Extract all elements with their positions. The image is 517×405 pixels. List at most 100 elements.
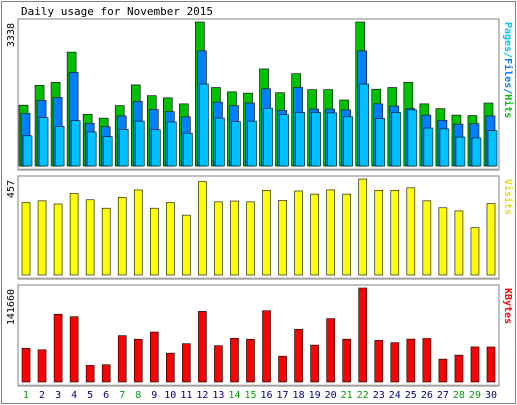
x-tick-label-day-11: 11 <box>180 390 192 401</box>
bar-visits-day-29 <box>470 227 480 276</box>
y-axis-label-part: Pages/ <box>502 22 513 58</box>
bar-visits-day-3 <box>53 203 63 276</box>
bar-visits-day-26 <box>422 200 432 276</box>
bar-visits-day-17 <box>278 200 287 276</box>
bar-pages-day-4 <box>70 120 81 167</box>
bar-visits-day-10 <box>166 202 175 276</box>
bar-visits-day-1 <box>21 202 31 276</box>
x-tick-label-day-27: 27 <box>437 390 449 401</box>
bar-visits-day-9 <box>149 207 159 276</box>
bar-kbytes-day-13 <box>214 345 223 383</box>
bar-visits-day-15 <box>246 201 255 276</box>
bar-kbytes-day-15 <box>246 338 255 383</box>
x-tick-label-day-18: 18 <box>293 390 305 401</box>
x-tick-label-day-4: 4 <box>71 390 77 401</box>
bar-visits-day-28 <box>454 210 464 276</box>
bar-pages-day-3 <box>54 126 65 167</box>
bar-kbytes-day-2 <box>37 349 47 383</box>
x-tick-label-day-2: 2 <box>39 390 45 401</box>
bar-kbytes-day-25 <box>406 338 416 383</box>
bar-pages-day-26 <box>423 127 434 167</box>
x-tick-label-day-17: 17 <box>277 390 289 401</box>
bar-pages-day-6 <box>102 136 113 167</box>
x-tick-label-day-7: 7 <box>119 390 125 401</box>
bar-kbytes-day-16 <box>262 310 271 383</box>
bar-visits-day-23 <box>374 190 384 276</box>
bar-pages-day-2 <box>38 117 49 167</box>
bar-pages-day-22 <box>359 83 370 167</box>
bar-visits-day-5 <box>85 199 95 276</box>
y-axis-label-part: Hits <box>502 94 514 118</box>
bar-visits-day-21 <box>342 193 351 276</box>
bar-visits-day-13 <box>214 201 223 276</box>
y-max-label-kbytes: 141660 <box>6 289 17 325</box>
x-tick-label-day-25: 25 <box>405 390 417 401</box>
bar-kbytes-day-4 <box>69 316 79 383</box>
bar-visits-day-2 <box>37 200 47 276</box>
x-tick-label-day-26: 26 <box>421 390 433 401</box>
bar-pages-day-20 <box>327 112 337 167</box>
bar-visits-day-18 <box>294 190 303 276</box>
bar-kbytes-day-18 <box>294 329 303 383</box>
bar-pages-day-5 <box>86 131 97 167</box>
bar-pages-day-28 <box>455 136 466 167</box>
chart-title: Daily usage for November 2015 <box>21 5 213 18</box>
bar-kbytes-day-28 <box>454 354 464 383</box>
bar-visits-day-8 <box>133 189 143 276</box>
x-tick-label-day-16: 16 <box>260 390 272 401</box>
bar-kbytes-day-17 <box>278 355 287 383</box>
bar-kbytes-day-7 <box>117 335 127 383</box>
bar-pages-day-23 <box>375 118 386 167</box>
x-tick-label-day-22: 22 <box>357 390 369 401</box>
bar-pages-day-15 <box>247 120 257 167</box>
bar-visits-day-11 <box>182 214 191 276</box>
bar-pages-day-24 <box>391 112 402 167</box>
bar-pages-day-18 <box>295 112 305 167</box>
x-tick-label-day-23: 23 <box>373 390 385 401</box>
bar-pages-day-13 <box>215 117 225 167</box>
x-tick-label-day-3: 3 <box>55 390 61 401</box>
x-tick-label-day-5: 5 <box>87 390 93 401</box>
y-axis-label-hits: Pages/Files/Hits <box>502 22 514 118</box>
x-tick-label-day-14: 14 <box>228 390 240 401</box>
bar-pages-day-9 <box>150 129 161 167</box>
bar-kbytes-day-8 <box>133 338 143 383</box>
bar-pages-day-14 <box>231 121 241 167</box>
panel-frame-visits <box>17 175 500 280</box>
bar-kbytes-day-24 <box>390 342 400 383</box>
bar-kbytes-day-3 <box>53 313 63 383</box>
bar-pages-day-11 <box>183 132 193 167</box>
x-tick-label-day-29: 29 <box>469 390 481 401</box>
bar-pages-day-12 <box>199 83 209 167</box>
bar-kbytes-day-19 <box>310 344 319 383</box>
bar-kbytes-day-1 <box>21 348 31 383</box>
x-tick-label-day-21: 21 <box>341 390 353 401</box>
bar-visits-day-12 <box>198 181 207 276</box>
x-tick-label-day-15: 15 <box>244 390 256 401</box>
bar-visits-day-16 <box>262 190 271 276</box>
y-max-label-hits: 3338 <box>6 23 17 47</box>
bar-pages-day-1 <box>22 135 33 167</box>
bar-kbytes-day-29 <box>470 346 480 383</box>
bar-kbytes-day-20 <box>326 318 335 383</box>
bar-kbytes-day-14 <box>230 337 239 383</box>
bar-pages-day-7 <box>118 129 129 167</box>
x-tick-label-day-9: 9 <box>151 390 157 401</box>
bar-visits-day-27 <box>438 207 448 276</box>
x-tick-label-day-12: 12 <box>196 390 208 401</box>
x-tick-label-day-20: 20 <box>325 390 337 401</box>
bar-visits-day-4 <box>69 193 79 276</box>
bar-kbytes-day-23 <box>374 340 384 383</box>
bar-kbytes-day-5 <box>85 365 95 383</box>
y-axis-label-kbytes: KBytes <box>502 288 513 324</box>
bar-visits-day-30 <box>486 203 496 276</box>
bar-kbytes-day-10 <box>166 352 175 383</box>
bar-pages-day-30 <box>487 130 498 167</box>
bar-visits-day-7 <box>117 196 127 276</box>
bar-pages-day-25 <box>407 109 418 167</box>
panel-frame-hits <box>17 18 500 171</box>
bar-kbytes-day-26 <box>422 338 432 383</box>
bar-pages-day-17 <box>279 114 289 167</box>
